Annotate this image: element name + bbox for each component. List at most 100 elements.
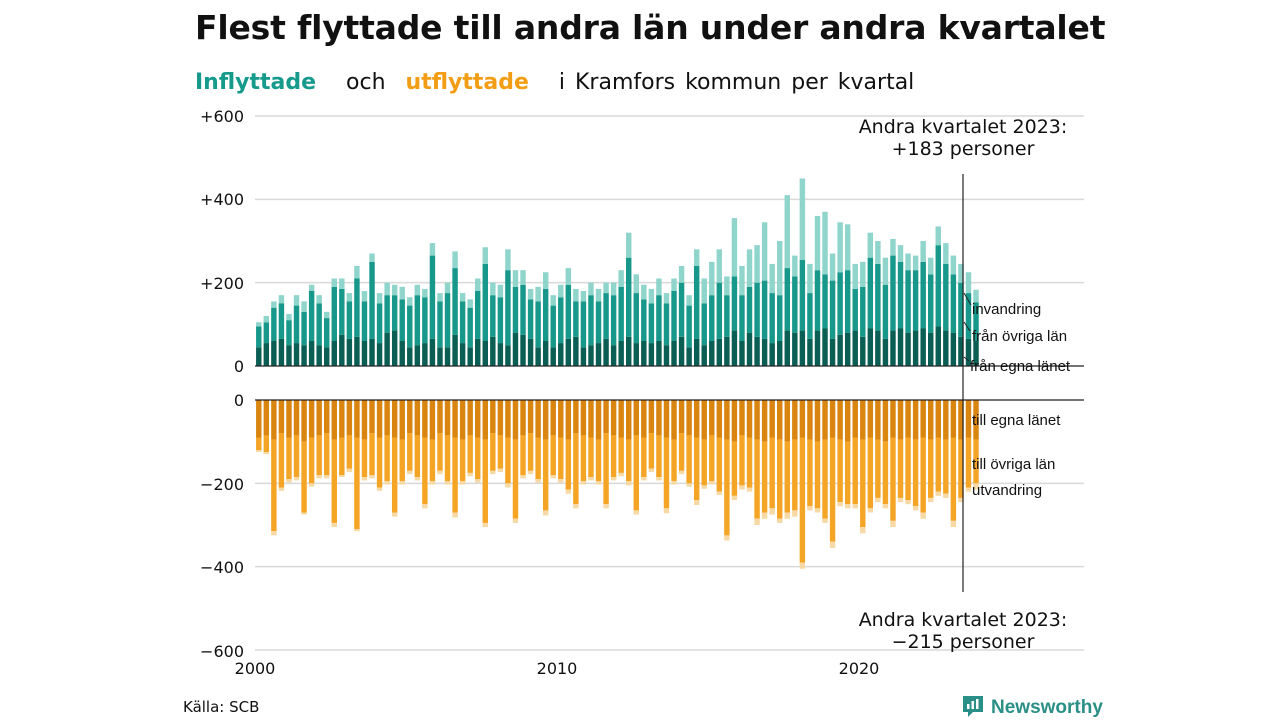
bar-in-other [467,307,473,348]
bar-out-other [912,439,919,507]
bar-in-other [384,295,390,333]
bar-out-other [565,439,572,490]
bar-out-emigration [497,468,504,473]
bar-out-local [822,400,828,440]
bar-in-immigration [875,241,881,264]
bar-in-immigration [739,266,745,296]
bar-in-local [761,338,768,366]
bar-in-local [686,347,692,366]
bar-out-emigration [671,481,677,485]
bar-in-local [414,345,421,366]
bar-out-emigration [656,477,662,481]
bar-out-other [527,433,534,471]
bar-out-other [950,437,957,521]
bar-out-other [693,437,700,500]
bar-in-local [301,345,307,366]
bar-in-local [527,338,534,366]
bar-out-other [490,433,496,471]
bar-in-immigration [505,249,511,271]
subtitle-outflow-word: utflyttade [405,70,529,95]
bar-out-emigration [852,504,858,509]
bar-out-other [626,439,632,482]
bar-in-immigration [278,295,285,304]
bar-out-emigration [724,535,730,541]
bar-out-emigration [882,504,889,509]
bar-out-local [678,400,685,434]
bar-out-other [814,441,821,509]
bar-in-immigration [867,232,874,258]
bar-out-emigration [626,481,632,486]
bar-out-other [837,439,843,503]
bar-in-local [286,345,292,366]
subtitle-rest: i Kramfors kommun per kvartal [558,70,915,95]
bar-out-local [308,400,315,438]
leader-fran-egna-lanet [963,356,970,362]
bar-out-emigration [301,512,307,515]
bar-in-other [807,293,813,339]
x-tick-label: 2000 [235,659,276,678]
bar-in-local [648,343,655,366]
bar-out-emigration [588,477,594,481]
bar-in-immigration [271,301,277,308]
bar-out-emigration [354,529,360,532]
bar-in-immigration [414,284,421,296]
bar-out-emigration [709,481,715,485]
bar-out-emigration [890,520,896,528]
bar-in-immigration [437,293,443,302]
bar-out-emigration [376,487,383,491]
bar-in-local [384,332,390,366]
bar-out-emigration [746,487,753,492]
bar-out-local [618,400,624,438]
bar-out-emigration [920,512,926,519]
bar-in-local [263,343,270,366]
bar-in-local [716,338,723,366]
bar-in-immigration [678,266,685,283]
bar-out-other [573,433,579,505]
bar-out-local [482,400,488,440]
bar-out-other [286,437,292,480]
bar-in-other [648,303,655,344]
bar-out-local [663,400,670,438]
bar-out-local [671,400,677,440]
bar-out-local [890,400,896,438]
y-tick-label: −600 [200,642,244,661]
bar-out-emigration [475,479,481,483]
bar-in-local [852,330,858,366]
bar-out-local [852,400,858,438]
bar-in-immigration [731,218,738,277]
bar-out-local [384,400,390,436]
bar-in-immigration [286,313,292,321]
bar-out-local [490,400,496,434]
bar-in-local [520,334,526,366]
bar-out-emigration [346,468,353,473]
bar-in-immigration [943,243,949,264]
bar-in-local [542,341,549,366]
bar-out-emigration [339,475,345,478]
bar-in-local [505,345,511,366]
bar-out-emigration [271,531,277,536]
bar-in-other [663,303,670,346]
bar-in-immigration [935,226,941,246]
leader-fran-ovriga-lan [963,321,971,332]
bar-out-emigration [391,512,398,517]
bar-in-immigration [610,282,617,296]
bar-in-local [799,330,806,366]
bar-out-local [844,400,851,442]
bar-out-emigration [535,479,541,483]
bar-in-other [693,266,700,339]
label-till-ovriga-lan: till övriga län [972,456,1055,473]
bar-in-local [437,347,443,366]
bar-out-local [731,400,738,442]
bar-in-immigration [626,232,632,258]
bar-in-local [814,330,821,366]
bar-in-local [316,345,322,366]
bar-out-other [429,439,436,482]
bar-in-immigration [618,270,624,287]
bar-in-immigration [316,295,322,304]
bar-in-other [346,301,353,339]
bar-in-local [837,334,843,366]
bar-out-emigration [701,485,707,489]
bar-in-other [580,301,587,348]
bar-out-other [678,433,685,471]
bar-out-other [459,439,466,482]
